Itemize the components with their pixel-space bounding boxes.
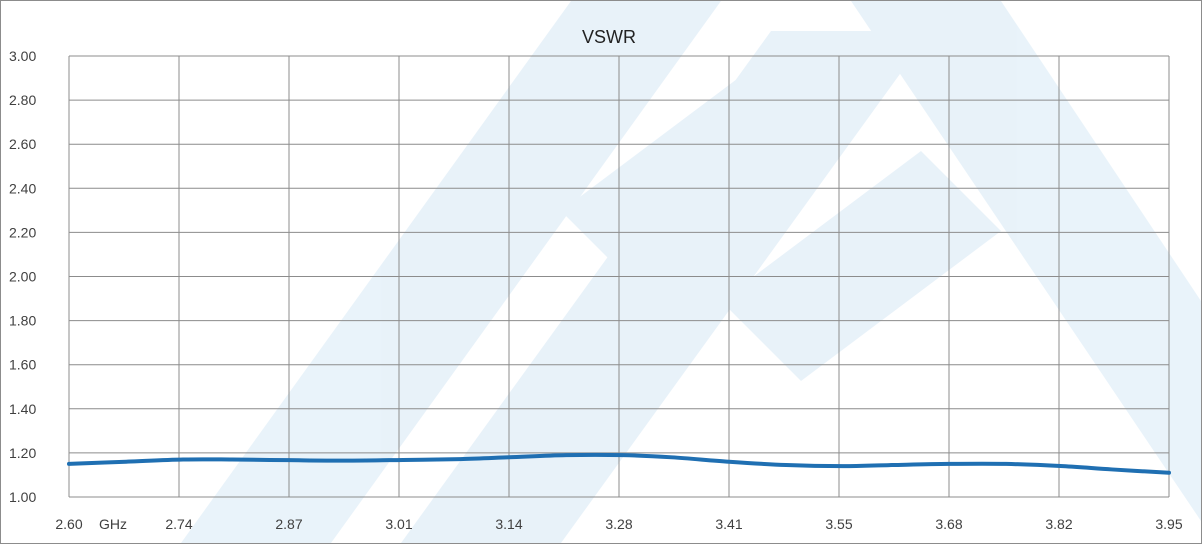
chart-title: VSWR xyxy=(582,27,636,47)
y-tick-label: 2.00 xyxy=(9,269,36,285)
y-tick-label: 2.80 xyxy=(9,92,36,108)
x-tick-label: 3.55 xyxy=(825,516,852,532)
x-tick-label: 3.82 xyxy=(1045,516,1072,532)
x-unit-label: GHz xyxy=(99,516,127,532)
grid xyxy=(68,55,1170,498)
x-tick-label: 3.14 xyxy=(495,516,522,532)
y-tick-label: 2.60 xyxy=(9,136,36,152)
watermark xyxy=(181,1,1201,543)
y-tick-label: 1.80 xyxy=(9,313,36,329)
y-tick-label: 2.40 xyxy=(9,180,36,196)
x-axis-tick-labels: 2.60 2.74 2.87 3.01 3.14 3.28 3.41 3.55 3.68 3.82… xyxy=(55,516,1182,532)
y-tick-label: 3.00 xyxy=(9,48,36,64)
x-tick-label: 3.01 xyxy=(385,516,412,532)
series-layer xyxy=(67,452,1171,475)
x-tick-label: 2.60 xyxy=(55,516,82,532)
x-tick-label: 2.74 xyxy=(165,516,192,532)
y-tick-label: 1.00 xyxy=(9,489,36,505)
y-tick-label: 1.60 xyxy=(9,357,36,373)
x-tick-label: 2.87 xyxy=(275,516,302,532)
x-tick-label: 3.28 xyxy=(605,516,632,532)
x-tick-label: 3.41 xyxy=(715,516,742,532)
x-tick-label: 3.68 xyxy=(935,516,962,532)
vswr-series-line xyxy=(67,452,1171,475)
y-tick-label: 1.40 xyxy=(9,401,36,417)
y-axis-tick-labels: 1.00 1.20 1.40 1.60 1.80 2.00 2.20 2.40 2.60 2.80… xyxy=(9,48,36,505)
x-tick-label: 3.95 xyxy=(1155,516,1182,532)
y-tick-label: 2.20 xyxy=(9,224,36,240)
y-tick-label: 1.20 xyxy=(9,445,36,461)
